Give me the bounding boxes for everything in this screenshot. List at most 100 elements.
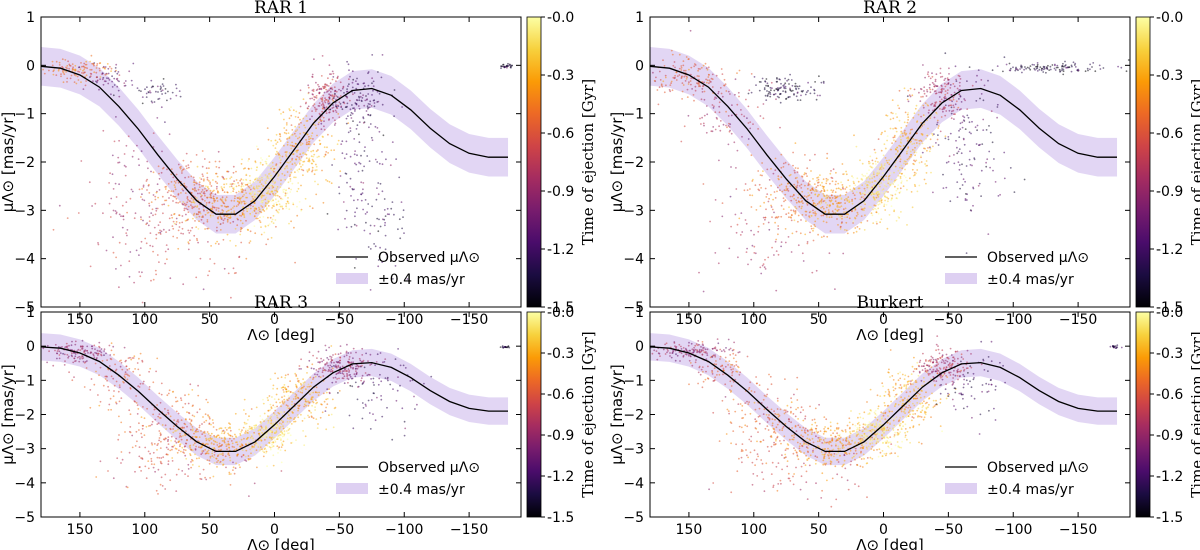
scatter-point [294, 130, 297, 133]
scatter-point [108, 182, 110, 184]
scatter-point [186, 208, 189, 211]
scatter-point [108, 202, 111, 205]
scatter-point [318, 85, 320, 88]
scatter-point [262, 185, 265, 187]
scatter-point [949, 84, 952, 86]
scatter-point [132, 370, 135, 373]
scatter-point [350, 117, 353, 119]
scatter-point [119, 365, 122, 368]
scatter-point [831, 180, 834, 183]
scatter-point [806, 204, 809, 206]
scatter-point [719, 87, 722, 89]
scatter-point [183, 207, 186, 210]
scatter-point [175, 83, 177, 86]
scatter-point [936, 121, 939, 124]
scatter-point [939, 72, 942, 74]
scatter-point [1094, 70, 1097, 73]
scatter-point [288, 117, 291, 120]
scatter-point [1062, 62, 1064, 65]
scatter-point [828, 252, 831, 255]
scatter-point [785, 187, 788, 190]
scatter-point [773, 211, 775, 214]
scatter-point [278, 203, 281, 206]
scatter-point [203, 432, 206, 434]
scatter-point [151, 101, 154, 104]
scatter-point [320, 128, 323, 131]
scatter-point [768, 197, 770, 200]
scatter-point [770, 89, 772, 92]
scatter-point [173, 419, 176, 421]
scatter-point [762, 216, 765, 219]
scatter-point [205, 185, 207, 188]
scatter-point [900, 126, 903, 129]
scatter-point [948, 73, 950, 75]
scatter-point [121, 204, 124, 207]
scatter-point [690, 77, 693, 80]
scatter-point [171, 216, 174, 219]
scatter-point [93, 64, 95, 67]
scatter-point [268, 199, 271, 202]
scatter-point [234, 227, 237, 230]
scatter-point [771, 216, 773, 219]
scatter-point [278, 195, 281, 198]
scatter-point [271, 423, 274, 426]
scatter-point [290, 124, 293, 126]
scatter-point [848, 199, 850, 202]
scatter-point [747, 138, 750, 140]
scatter-point [1054, 64, 1056, 67]
scatter-point [875, 166, 878, 169]
scatter-point [815, 269, 818, 272]
scatter-point [216, 197, 219, 199]
scatter-point [917, 113, 920, 116]
scatter-point [906, 188, 908, 191]
scatter-point [958, 136, 961, 139]
scatter-point [240, 215, 243, 217]
scatter-point [268, 165, 271, 167]
scatter-point [796, 181, 799, 184]
scatter-point [157, 442, 160, 445]
scatter-point [171, 405, 174, 407]
scatter-point [855, 145, 858, 148]
scatter-point [228, 209, 231, 212]
scatter-point [845, 186, 848, 189]
scatter-point [152, 278, 155, 281]
uncertainty-band [41, 333, 509, 466]
scatter-point [187, 166, 190, 169]
scatter-point [204, 213, 207, 216]
scatter-point [355, 163, 358, 166]
scatter-point [793, 169, 796, 172]
scatter-point [896, 116, 898, 118]
scatter-point [48, 69, 50, 72]
scatter-point [929, 138, 932, 141]
scatter-point [108, 403, 111, 406]
scatter-point [136, 362, 139, 364]
scatter-point [319, 118, 321, 121]
scatter-point [737, 256, 739, 259]
scatter-point [168, 197, 170, 199]
scatter-point [883, 184, 886, 187]
scatter-point [79, 349, 82, 351]
scatter-point [926, 73, 929, 76]
scatter-point [300, 209, 302, 212]
scatter-point [354, 102, 357, 104]
scatter-point [267, 421, 270, 424]
scatter-point [814, 220, 817, 223]
scatter-point [928, 86, 931, 89]
scatter-point [174, 188, 177, 191]
scatter-point [745, 222, 748, 225]
scatter-point [859, 198, 862, 201]
scatter-point [311, 75, 314, 78]
scatter-point [104, 67, 106, 70]
scatter-point [947, 136, 950, 138]
scatter-point [125, 165, 127, 168]
scatter-point [72, 66, 74, 69]
scatter-point [66, 81, 68, 83]
scatter-point [927, 127, 929, 130]
scatter-point [185, 430, 187, 432]
scatter-point [204, 453, 207, 455]
scatter-point [812, 199, 814, 202]
scatter-point [885, 175, 888, 178]
scatter-point [909, 141, 912, 144]
scatter-point [706, 81, 708, 84]
scatter-point [227, 205, 230, 208]
